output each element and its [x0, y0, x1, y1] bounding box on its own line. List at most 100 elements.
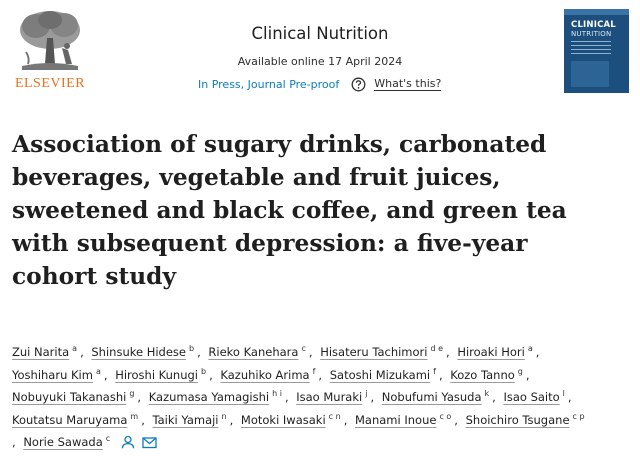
author-name[interactable]: Motoki Iwasaki — [240, 412, 326, 427]
author-name[interactable]: Nobufumi Yasuda — [381, 390, 482, 405]
author-separator: , — [80, 345, 84, 359]
author-name[interactable]: Kazumasa Yamagishi — [148, 390, 270, 405]
author-separator: , — [446, 345, 450, 359]
affiliation-marker[interactable]: c — [301, 344, 306, 353]
affiliation-marker[interactable]: f — [312, 366, 316, 376]
affiliation-marker[interactable]: g — [517, 366, 523, 376]
help-circle-icon[interactable] — [351, 77, 366, 92]
whats-this-link[interactable]: What's this? — [374, 76, 442, 91]
author[interactable]: Norie Sawada c — [23, 434, 113, 450]
author[interactable]: Manami Inoue c o — [355, 411, 454, 427]
author-name[interactable]: Isao Saito — [503, 390, 560, 405]
author-name[interactable]: Hiroshi Kunugi — [115, 367, 199, 382]
author[interactable]: Koutatsu Maruyama m — [12, 411, 141, 427]
elsevier-logo[interactable]: ELSEVIER — [10, 8, 90, 94]
author[interactable]: Zui Narita a — [12, 344, 80, 359]
affiliation-marker[interactable]: c — [105, 434, 111, 444]
article-title-line: with subsequent depression: a five-year — [12, 230, 528, 257]
author-separator: , — [308, 345, 313, 359]
author[interactable]: Yoshiharu Kim a — [12, 366, 104, 382]
author-name[interactable]: Nobuyuki Takanashi — [12, 390, 127, 405]
affiliation-marker[interactable]: k — [484, 389, 490, 399]
author[interactable]: Hisateru Tachimori d e — [320, 344, 446, 359]
author-list: Zui Narita a, Shinsuke Hidese b, Rieko Kan… — [12, 339, 630, 452]
cover-title-line2: NUTRITION — [571, 30, 612, 38]
publisher-name: ELSEVIER — [14, 76, 86, 91]
cover-title-line1: CLINICAL — [571, 20, 616, 30]
author-name[interactable]: Hiroaki Hori — [457, 345, 525, 359]
author[interactable]: Kozo Tanno g — [450, 366, 526, 382]
author-separator: , — [12, 435, 16, 450]
author[interactable]: Shinsuke Hidese b — [91, 344, 197, 359]
author-name[interactable]: Yoshiharu Kim — [12, 367, 93, 382]
author-name[interactable]: Shinsuke Hidese — [91, 345, 186, 359]
article-title: Association of sugary drinks, carbonated… — [12, 128, 628, 293]
author-name[interactable]: Shoichiro Tsugane — [465, 412, 570, 427]
author-separator: , — [438, 367, 443, 382]
author-row: , Norie Sawada c — [12, 429, 630, 452]
author[interactable]: Kazumasa Yamagishi h i — [148, 389, 285, 405]
author-name[interactable]: Taiki Yamaji — [152, 412, 219, 427]
author-name[interactable]: Isao Muraki — [296, 390, 363, 405]
author[interactable]: Rieko Kanehara c — [208, 344, 308, 359]
author[interactable]: Satoshi Mizukami f — [329, 366, 439, 382]
author[interactable]: Taiki Yamaji n — [152, 411, 230, 427]
author-separator: , — [492, 390, 496, 405]
article-title-line: sweetened and black coffee, and green te… — [12, 197, 567, 224]
author-separator: , — [137, 390, 142, 405]
author-separator: , — [103, 367, 108, 382]
author[interactable]: Hiroaki Hori a — [457, 344, 535, 359]
person-icon[interactable] — [121, 435, 135, 449]
affiliation-marker[interactable]: a — [95, 366, 101, 376]
author[interactable]: Isao Muraki j — [296, 389, 370, 405]
cover-panel — [571, 61, 609, 87]
author[interactable]: Shoichiro Tsugane c p — [465, 411, 588, 427]
author[interactable]: Nobuyuki Takanashi g — [12, 389, 137, 405]
author-row: Koutatsu Maruyama m, Taiki Yamaji n, Motok… — [12, 407, 630, 430]
author-name[interactable]: Kozo Tanno — [450, 367, 515, 382]
affiliation-marker[interactable]: d e — [430, 344, 444, 353]
author-name[interactable]: Zui Narita — [12, 345, 70, 359]
author-separator: , — [209, 367, 213, 382]
author[interactable]: Kazuhiko Arima f — [220, 366, 318, 382]
author-name[interactable]: Hisateru Tachimori — [320, 345, 428, 359]
affiliation-marker[interactable]: m — [130, 411, 139, 421]
author-separator: , — [535, 345, 540, 359]
author[interactable]: Hiroshi Kunugi b — [115, 366, 209, 382]
author-name[interactable]: Rieko Kanehara — [208, 345, 299, 359]
elsevier-tree-icon — [16, 8, 84, 72]
affiliation-marker[interactable]: a — [527, 344, 533, 353]
article-title-line: beverages, vegetable and fruit juices, — [12, 164, 501, 191]
author-separator: , — [525, 367, 530, 382]
cover-text-lines — [571, 41, 611, 57]
affiliation-marker[interactable]: c p — [572, 411, 585, 421]
affiliation-marker[interactable]: b — [201, 366, 207, 376]
affiliation-marker[interactable]: n — [221, 411, 227, 421]
author-separator: , — [141, 412, 145, 427]
author-separator: , — [454, 412, 458, 427]
author-name[interactable]: Norie Sawada — [23, 435, 103, 450]
affiliation-marker[interactable]: j — [365, 389, 368, 399]
affiliation-marker[interactable]: h i — [272, 389, 282, 399]
affiliation-marker[interactable]: a — [72, 344, 78, 353]
affiliation-marker[interactable]: l — [562, 389, 565, 399]
author[interactable]: Isao Saito l — [503, 389, 567, 405]
author-name[interactable]: Satoshi Mizukami — [329, 367, 431, 382]
author-row: Yoshiharu Kim a, Hiroshi Kunugi b, Kazuhik… — [12, 362, 630, 385]
author-separator: , — [284, 390, 289, 405]
author-name[interactable]: Manami Inoue — [355, 412, 437, 427]
affiliation-marker[interactable]: f — [433, 366, 436, 376]
journal-cover-thumbnail[interactable]: CLINICAL NUTRITION — [564, 9, 629, 93]
affiliation-marker[interactable]: c n — [328, 411, 341, 421]
affiliation-marker[interactable]: c o — [439, 411, 452, 421]
author-name[interactable]: Kazuhiko Arima — [220, 367, 310, 382]
author-separator: , — [370, 390, 375, 405]
journal-title[interactable]: Clinical Nutrition — [251, 24, 389, 43]
affiliation-marker[interactable]: g — [129, 389, 135, 399]
author[interactable]: Nobufumi Yasuda k — [381, 389, 492, 405]
mail-icon[interactable] — [142, 436, 158, 449]
affiliation-marker[interactable]: b — [189, 344, 195, 353]
author[interactable]: Motoki Iwasaki c n — [240, 411, 344, 427]
article-status: In Press, Journal Pre-proof — [198, 77, 340, 91]
author-name[interactable]: Koutatsu Maruyama — [12, 412, 128, 427]
